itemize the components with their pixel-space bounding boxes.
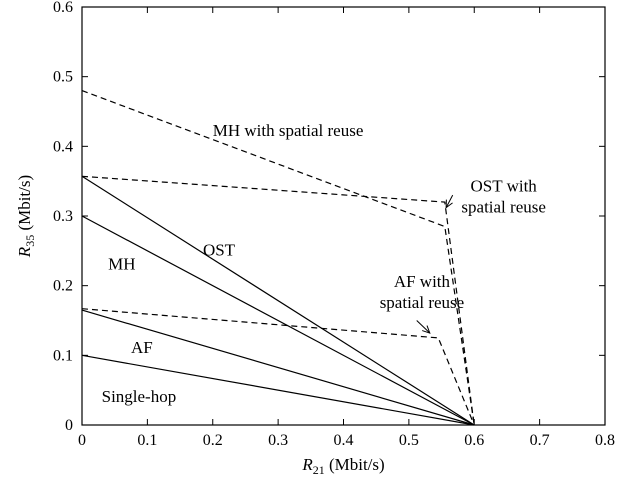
- y-tick-label: 0.5: [53, 69, 73, 86]
- y-axis-title: R35 (Mbit/s): [15, 175, 37, 258]
- series-line-af: [81, 309, 475, 426]
- annotation-line: AF with: [394, 272, 451, 291]
- y-axis-ticks: 0 0.1 0.2 0.3 0.4 0.5 0.6: [53, 0, 605, 434]
- series-line-single-hop: [81, 354, 475, 426]
- y-axis-subscript: 35: [23, 235, 37, 247]
- series-line-mh-with-spatial-reuse: [81, 90, 475, 426]
- x-axis-ticks: 0 0.1 0.2 0.3 0.4 0.5 0.6 0.7 0.8: [78, 7, 615, 449]
- x-tick-label: 0: [78, 432, 86, 449]
- x-tick-label: 0.6: [464, 432, 484, 449]
- annotation-label: AF: [131, 338, 153, 357]
- annotation-arrow-shaft: [416, 320, 431, 334]
- x-axis-symbol: R: [301, 455, 313, 474]
- y-tick-label: 0: [65, 417, 73, 434]
- x-tick-label: 0.3: [268, 432, 288, 449]
- annotation-line: OST with: [471, 177, 538, 196]
- annotation-arrow-shaft: [445, 194, 454, 208]
- x-tick-label: 0.4: [334, 432, 354, 449]
- annotation-arrow-head: [422, 325, 431, 334]
- series-line-mh: [81, 215, 475, 426]
- annotation-label: Single-hop: [102, 387, 177, 406]
- x-tick-label: 0.1: [137, 432, 157, 449]
- x-axis-subscript: 21: [313, 463, 325, 477]
- annotation-arrow-head: [445, 199, 453, 209]
- annotations: MH with spatial reuse OST with spatial reu…: [102, 121, 546, 406]
- y-tick-label: 0.3: [53, 208, 73, 225]
- annotation-label: AF with spatial reuse: [380, 272, 465, 312]
- annotation-label: OST with spatial reuse: [461, 177, 546, 217]
- x-axis-unit: (Mbit/s): [325, 455, 385, 474]
- x-axis-title: R21 (Mbit/s): [301, 455, 384, 477]
- x-tick-label: 0.2: [203, 432, 223, 449]
- annotation-line: spatial reuse: [461, 198, 546, 217]
- series-layer: [81, 90, 475, 426]
- x-tick-label: 0.5: [399, 432, 419, 449]
- series-line-ost: [81, 175, 475, 426]
- annotation-label: MH with spatial reuse: [213, 121, 364, 140]
- y-axis-unit: (Mbit/s): [15, 175, 34, 235]
- y-tick-label: 0.4: [53, 138, 73, 155]
- y-tick-label: 0.1: [53, 347, 73, 364]
- annotation-line: spatial reuse: [380, 293, 465, 312]
- y-tick-label: 0.6: [53, 0, 73, 16]
- series-line-af-with-spatial-reuse: [81, 308, 475, 426]
- x-tick-label: 0.8: [595, 432, 615, 449]
- x-tick-label: 0.7: [530, 432, 550, 449]
- annotation-arrows: [416, 194, 454, 334]
- y-tick-label: 0.2: [53, 278, 73, 295]
- annotation-label: MH: [108, 255, 135, 274]
- series-line-ost-with-spatial-reuse: [81, 175, 475, 426]
- plot-frame: [81, 6, 606, 426]
- y-axis-symbol: R: [15, 246, 34, 258]
- annotation-label: OST: [203, 241, 236, 260]
